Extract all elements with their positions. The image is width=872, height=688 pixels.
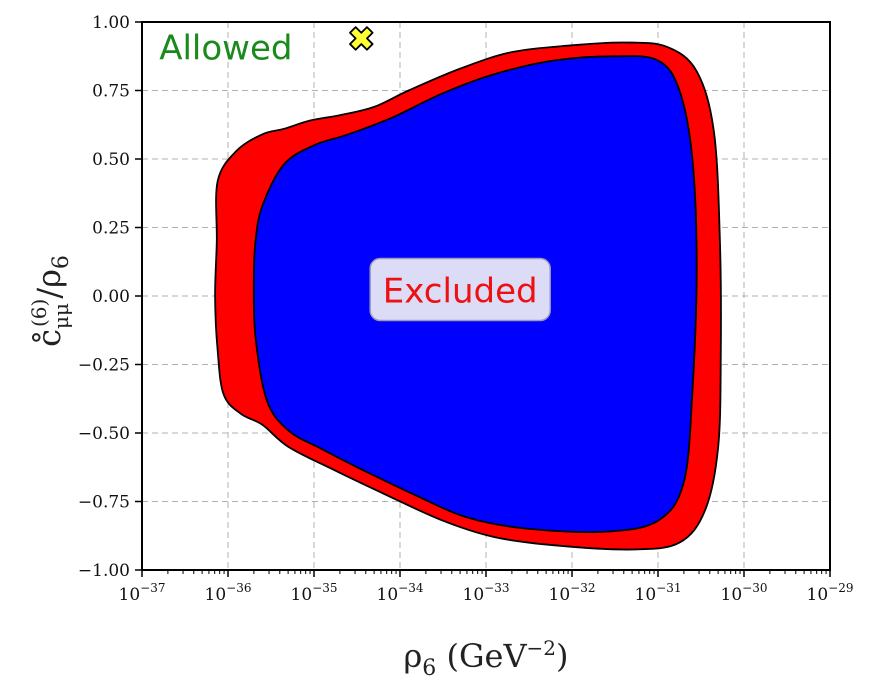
x-tick-label: 10−37 <box>119 581 166 605</box>
y-tick-label: 0.25 <box>92 219 130 239</box>
excluded-label-box <box>369 257 551 322</box>
ticks <box>135 21 831 577</box>
x-marker-shape <box>349 26 374 51</box>
x-tick-label: 10−30 <box>721 581 768 605</box>
tick-labels: 10−37 10−36 10−35 10−34 10−33 10−32 10−31 10−30… <box>78 13 854 605</box>
annotations: Allowed Excluded <box>159 26 551 322</box>
x-tick-label: 10−34 <box>377 581 424 605</box>
y-tick-label: 0.50 <box>92 150 130 170</box>
y-tick-label: 1.00 <box>92 13 130 33</box>
x-marker <box>349 26 374 51</box>
axis-titles: ρ6 (GeV−2) c̊μμ(6)/ρ6 <box>27 255 569 681</box>
y-tick-label: −0.25 <box>78 356 130 376</box>
x-tick-label: 10−29 <box>807 581 854 605</box>
y-tick-label: 0.00 <box>92 287 130 307</box>
x-axis-title: ρ6 (GeV−2) <box>403 636 568 681</box>
y-tick-label: 0.75 <box>92 82 130 102</box>
y-tick-label: −0.50 <box>78 424 130 444</box>
x-tick-label: 10−32 <box>549 581 596 605</box>
y-tick-label: −0.75 <box>78 493 130 513</box>
y-axis-title: c̊μμ(6)/ρ6 <box>27 255 74 347</box>
excluded-label: Excluded <box>383 272 538 312</box>
x-tick-label: 10−33 <box>463 581 510 605</box>
allowed-label: Allowed <box>159 29 292 69</box>
x-tick-label: 10−35 <box>291 581 338 605</box>
x-tick-label: 10−31 <box>635 581 682 605</box>
y-tick-label: −1.00 <box>78 561 130 581</box>
x-tick-label: 10−36 <box>205 581 252 605</box>
